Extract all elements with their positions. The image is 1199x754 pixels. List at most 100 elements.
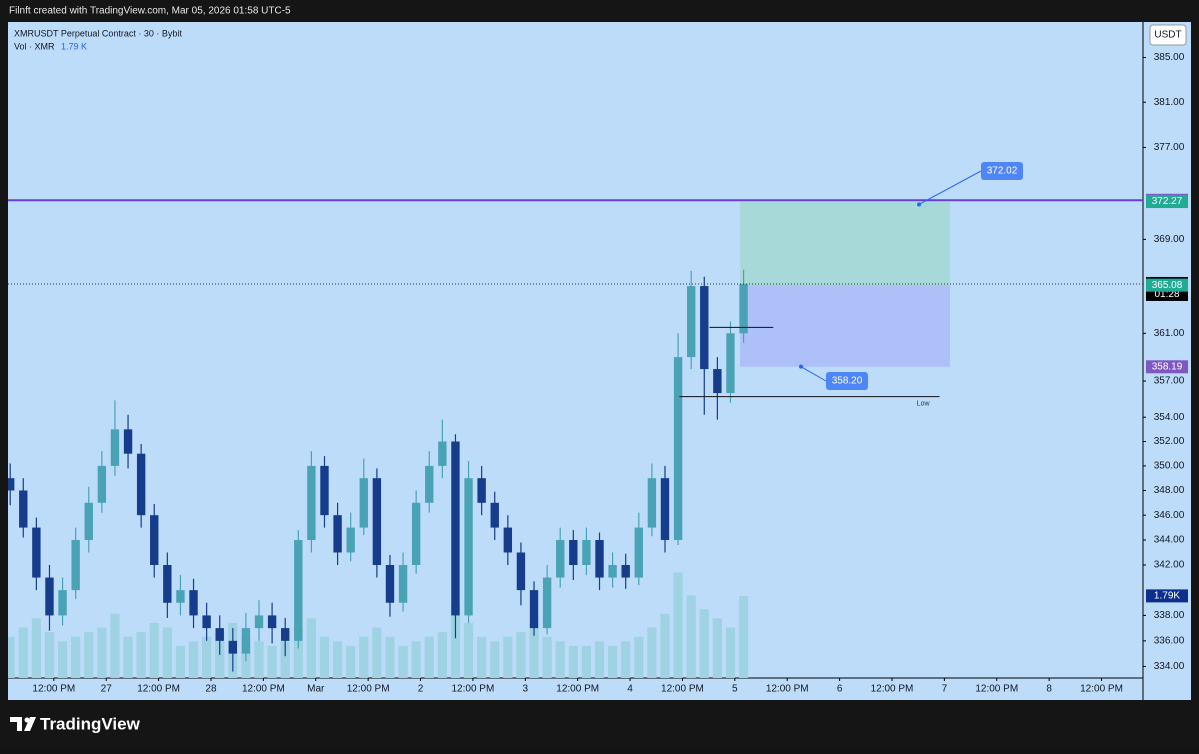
y-tick-label: 377.00 xyxy=(1154,142,1185,153)
volume-bar xyxy=(280,641,290,678)
volume-bar xyxy=(555,641,565,678)
candle-body xyxy=(267,615,277,629)
candle-body xyxy=(372,478,382,566)
candle-body xyxy=(529,590,539,629)
price-label: 372.27 xyxy=(1152,196,1183,207)
candle-body xyxy=(425,465,434,503)
candle-body xyxy=(241,628,251,654)
candle-body xyxy=(451,441,460,616)
x-tick-label: 12:00 PM xyxy=(452,684,495,695)
candle-body xyxy=(411,502,421,566)
x-tick-label: 4 xyxy=(627,684,633,695)
volume-bar xyxy=(84,632,94,678)
candle-body xyxy=(84,502,93,541)
footer-brand: TradingView xyxy=(40,714,141,733)
volume-bar xyxy=(293,627,303,678)
y-tick-label: 342.00 xyxy=(1154,560,1185,571)
volume-bar xyxy=(621,641,631,678)
candle-body xyxy=(58,590,67,616)
volume-bar xyxy=(725,627,736,678)
candle-body xyxy=(110,429,120,466)
volume-bar xyxy=(516,632,526,678)
volume-bar xyxy=(490,641,500,678)
candle-body xyxy=(45,577,54,616)
y-tick-label: 338.00 xyxy=(1154,610,1185,621)
y-tick-label: 354.00 xyxy=(1154,412,1185,423)
callout-box xyxy=(826,372,868,390)
candle-body xyxy=(359,478,368,528)
x-tick-label: 6 xyxy=(837,684,843,695)
volume-label: 1.79K xyxy=(1154,591,1180,602)
y-tick-label: 348.00 xyxy=(1154,485,1185,496)
volume-bar xyxy=(8,636,15,678)
volume-bar xyxy=(215,632,225,678)
plot xyxy=(8,199,1143,678)
candle-body xyxy=(582,540,591,566)
price-label-bg xyxy=(1146,278,1188,292)
candle-body xyxy=(438,441,447,466)
volume-bar xyxy=(188,641,199,678)
x-tick-label: 12:00 PM xyxy=(1080,684,1123,695)
volume-bar xyxy=(437,632,447,678)
x-tick-label: 12:00 PM xyxy=(137,684,180,695)
candle-body xyxy=(660,478,670,541)
volume-bar xyxy=(123,636,133,678)
volume-bar xyxy=(359,636,369,678)
x-tick-label: 12:00 PM xyxy=(242,684,285,695)
candle-body xyxy=(726,333,735,394)
candle-body xyxy=(569,540,578,566)
y-tick-label: 350.00 xyxy=(1154,461,1185,472)
volume-legend-value: 1.79 K xyxy=(61,41,87,51)
volume-bar xyxy=(594,641,605,678)
y-tick-label: 334.00 xyxy=(1154,661,1185,672)
x-tick-label: Mar xyxy=(307,684,325,695)
volume-bar xyxy=(608,645,618,678)
volume-bar xyxy=(44,632,55,678)
candle-body xyxy=(176,590,185,603)
volume-bar xyxy=(542,636,552,678)
currency-label[interactable]: USDT xyxy=(1154,30,1181,41)
callout-line xyxy=(918,170,982,205)
candle-body xyxy=(123,429,133,454)
candle-body xyxy=(595,540,604,578)
x-tick-label: 12:00 PM xyxy=(975,684,1018,695)
x-tick-label: 12:00 PM xyxy=(766,684,809,695)
volume-bar xyxy=(568,645,578,678)
candle-body xyxy=(254,615,264,629)
candle-body xyxy=(464,478,473,616)
candle-body xyxy=(647,478,657,528)
x-tick-label: 12:00 PM xyxy=(32,684,75,695)
y-tick-label: 344.00 xyxy=(1154,535,1185,546)
y-tick-label: 381.00 xyxy=(1154,97,1185,108)
y-tick-label: 385.00 xyxy=(1154,52,1185,63)
currency-button[interactable] xyxy=(1149,24,1187,46)
volume-bar xyxy=(424,636,434,678)
y-tick-label: 352.00 xyxy=(1154,436,1185,447)
volume-bar xyxy=(333,641,343,678)
volume-bar xyxy=(529,622,539,678)
volume-bar xyxy=(581,645,591,678)
volume-bar xyxy=(450,604,461,678)
y-tick-label: 346.00 xyxy=(1154,510,1185,521)
candle-body xyxy=(97,465,107,503)
y-tick-label: 336.00 xyxy=(1154,635,1185,646)
x-tick-label: 7 xyxy=(942,684,948,695)
volume-bar xyxy=(267,645,277,678)
volume-bar xyxy=(411,641,421,678)
x-tick-label: 12:00 PM xyxy=(556,684,599,695)
candle-body xyxy=(398,565,408,603)
countdown: 01:28 xyxy=(1154,289,1179,300)
volume-bar xyxy=(372,627,382,678)
volume-bar xyxy=(477,636,487,678)
x-tick-label: 12:00 PM xyxy=(347,684,390,695)
footer-logo xyxy=(10,717,36,731)
volume-bar xyxy=(110,613,120,678)
volume-bar xyxy=(346,645,356,678)
volume-bar xyxy=(673,572,683,678)
candle-body xyxy=(307,465,316,541)
candle-body xyxy=(8,478,15,491)
volume-bar xyxy=(738,595,749,678)
volume-bar xyxy=(202,636,212,678)
volume-bar xyxy=(398,645,408,678)
volume-bar xyxy=(660,613,670,678)
